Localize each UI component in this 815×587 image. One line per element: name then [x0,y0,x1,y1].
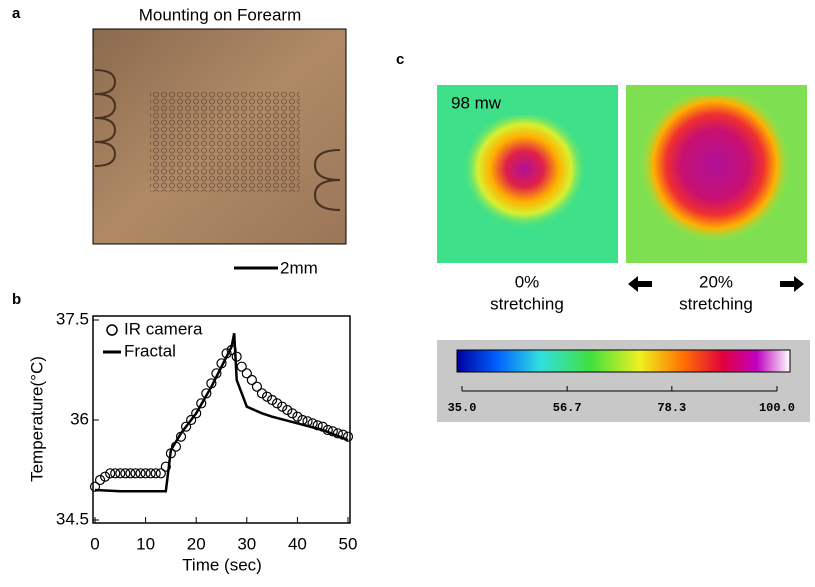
x-axis-label: Time (sec) [182,555,262,574]
legend-label: Fractal [124,341,176,360]
y-tick-label: 37.5 [56,309,89,328]
arrow-right [780,276,804,292]
panel-label: a [12,5,21,22]
legend-label: IR camera [124,319,203,338]
power-label: 98 mw [451,93,502,112]
strain-caption: stretching [679,294,753,313]
colorbar-tick-label: 100.0 [759,401,795,415]
colorbar-tick-label: 78.3 [657,401,686,415]
strain-caption: stretching [490,294,564,313]
x-tick-label: 50 [339,534,358,553]
x-tick-label: 10 [136,534,155,553]
scale-label: 2mm [280,258,318,277]
x-tick-label: 40 [288,534,307,553]
strain-label: 0% [515,272,540,291]
arrow-left [628,276,652,292]
strain-label: 20% [699,272,733,291]
colorbar-tick-label: 56.7 [553,401,582,415]
colorbar [457,350,790,372]
panel-label: c [396,51,404,68]
heatmap-right [626,85,807,263]
figure: a b c Mounting on Forearm 2mm 98 mw 0% s… [0,0,815,582]
legend-marker [107,325,117,335]
photo-title: Mounting on Forearm [139,5,302,24]
panel-label: b [12,291,21,308]
y-tick-label: 34.5 [56,509,89,528]
x-tick-label: 20 [187,534,206,553]
y-tick-label: 36 [70,409,89,428]
x-tick-label: 30 [237,534,256,553]
x-tick-label: 0 [90,534,99,553]
photo [93,29,346,244]
y-axis-label: Temperature(°C) [27,356,46,482]
colorbar-tick-label: 35.0 [448,401,477,415]
